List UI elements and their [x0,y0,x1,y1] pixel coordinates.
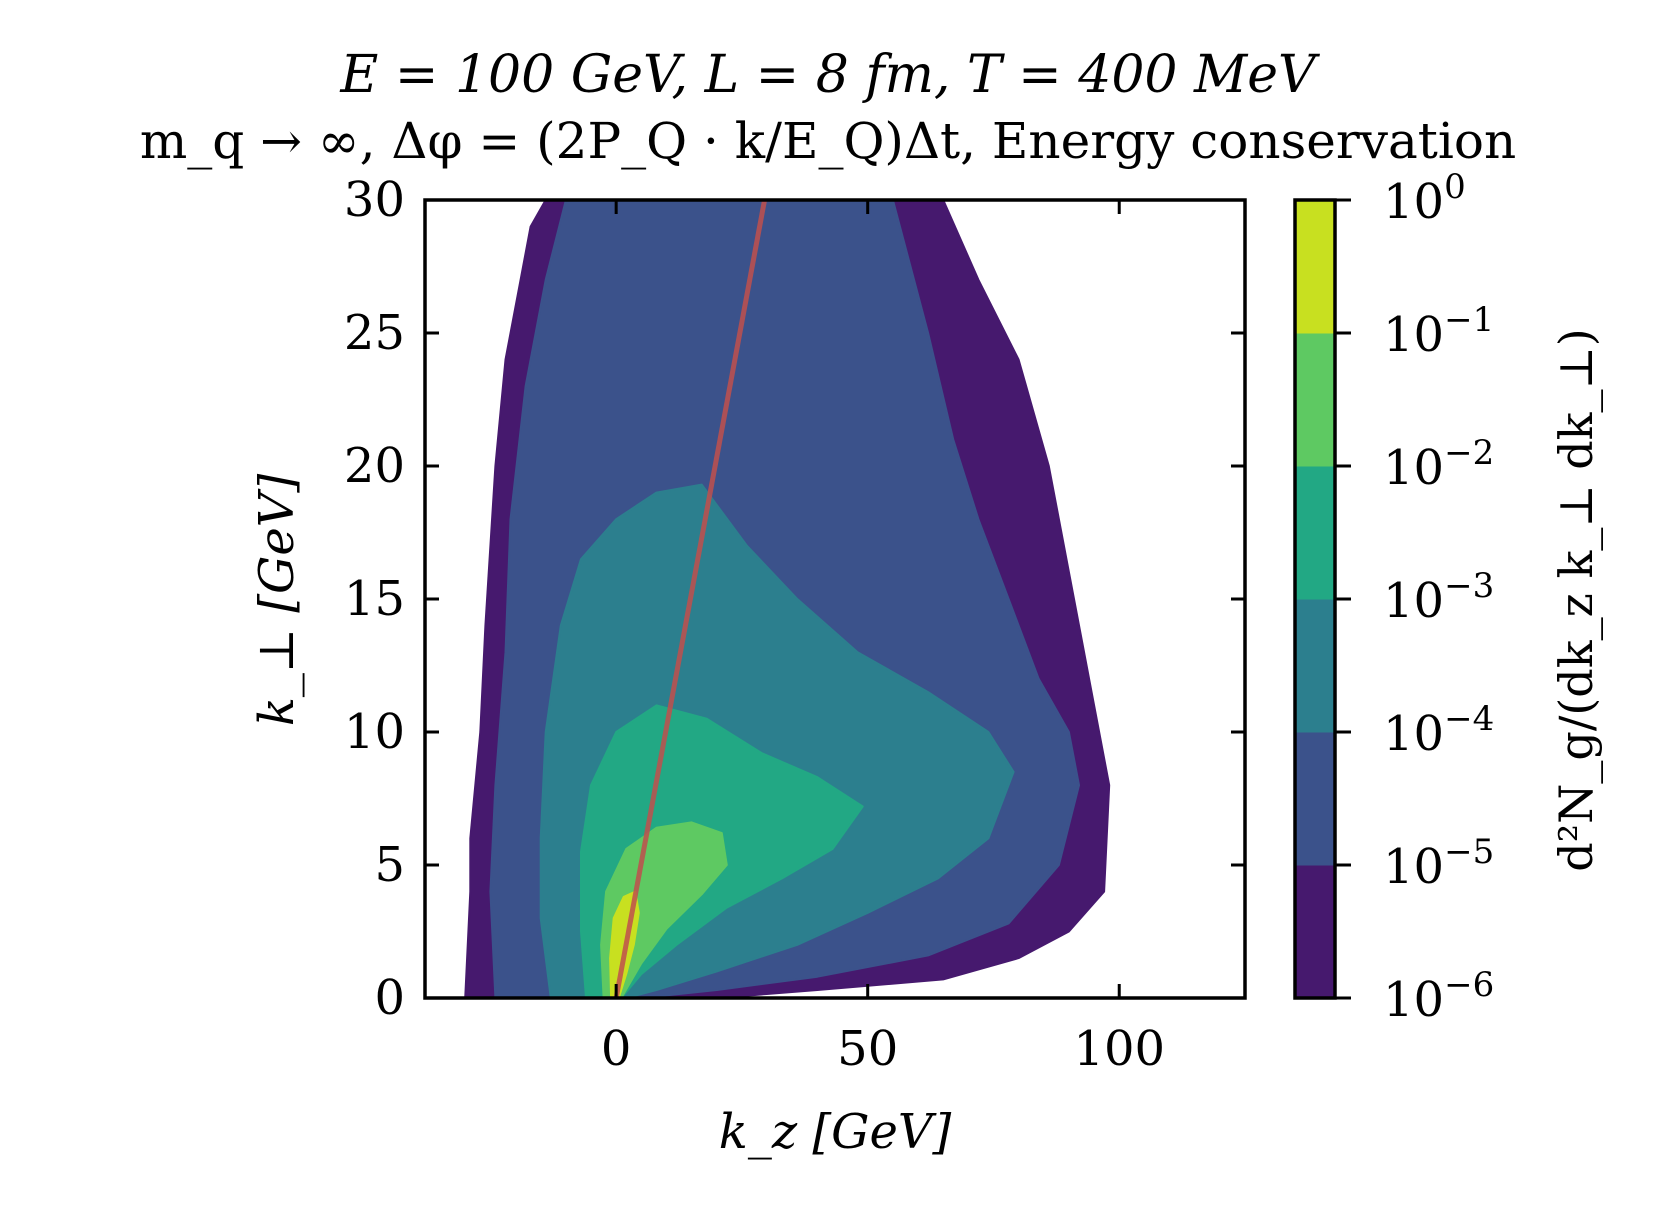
colorbar-label: d²N_g/(dk_z k_⊥ dk_⊥) [1549,328,1603,872]
y-tick-label: 5 [374,837,405,893]
y-tick-label: 10 [344,704,405,760]
y-tick-label: 15 [344,571,405,627]
colorbar-segments [1295,200,1335,999]
colorbar: 100 10−1 10−2 10−3 10−4 10−5 10−6 d²N_g/(dk_z … [1293,167,1603,1028]
colorbar-segment-4 [1295,333,1335,467]
colorbar-tick-label: 10−6 [1383,965,1494,1028]
x-tick-label: 50 [837,1021,898,1077]
x-tick-label: 0 [601,1021,632,1077]
colorbar-tick-label: 100 [1383,167,1466,230]
colorbar-segment-2 [1295,599,1335,733]
y-tick-label: 30 [344,172,405,228]
contour-level-4 [600,821,728,998]
y-tick-label: 20 [344,438,405,494]
y-axis-label: k_⊥ [GeV] [249,474,305,727]
y-tick-label: 25 [344,305,405,361]
colorbar-tick-label: 10−2 [1383,433,1494,496]
plot-area [425,200,1245,998]
chart-title-line2: m_q → ∞, Δφ = (2P_Q · k/E_Q)Δt, Energy c… [140,112,1516,170]
colorbar-ticks: 100 10−1 10−2 10−3 10−4 10−5 10−6 [1335,167,1494,1028]
chart-title-line1: E = 100 GeV, L = 8 fm, T = 400 MeV [339,45,1320,105]
colorbar-segment-5 [1295,200,1335,334]
colorbar-segment-0 [1295,865,1335,999]
colorbar-tick-label: 10−5 [1383,832,1494,895]
colorbar-tick-label: 10−4 [1383,699,1494,762]
colorbar-segment-1 [1295,732,1335,866]
x-axis-label: k_z [GeV] [719,1104,952,1160]
colorbar-tick-label: 10−3 [1383,566,1494,629]
x-tick-label: 100 [1073,1021,1165,1077]
reference-line [613,200,768,998]
y-tick-label: 0 [374,970,405,1026]
y-axis-ticks: 0 5 10 15 20 25 30 [344,172,1245,1026]
colorbar-segment-3 [1295,466,1335,600]
x-axis-ticks: 0 50 100 [601,200,1165,1077]
contour-group [464,200,1111,998]
colorbar-tick-label: 10−1 [1383,300,1494,363]
